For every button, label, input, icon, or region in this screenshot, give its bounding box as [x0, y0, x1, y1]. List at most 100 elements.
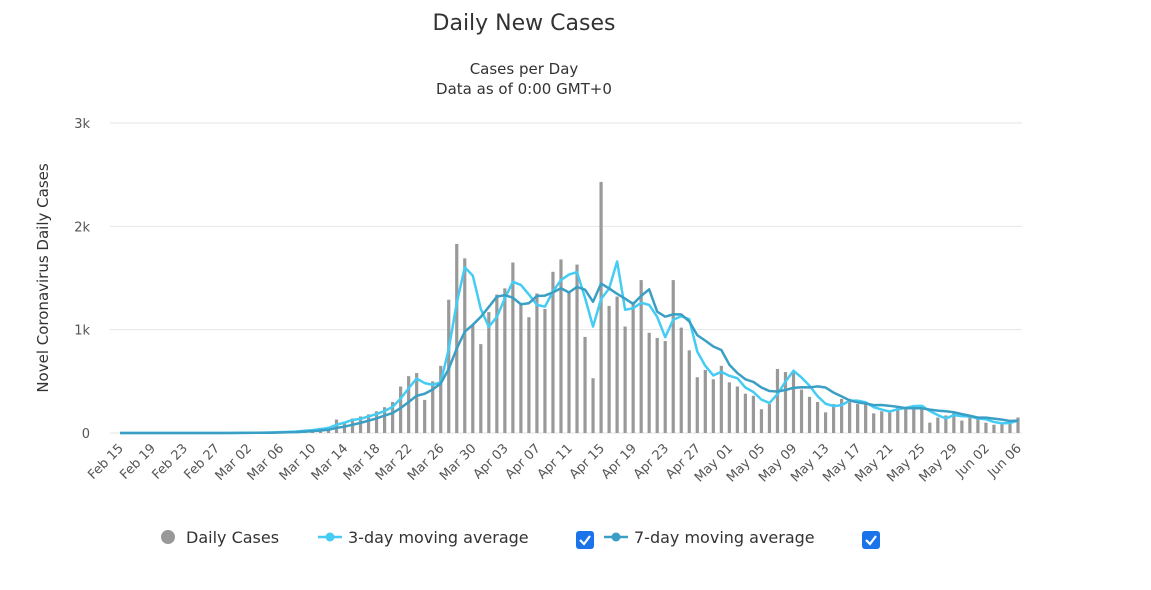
bar: [527, 317, 531, 433]
bar: [928, 422, 932, 433]
legend-item[interactable]: 7-day moving average: [604, 528, 815, 547]
bar: [655, 337, 659, 433]
legend-label: Daily Cases: [186, 528, 279, 547]
bar: [463, 258, 467, 433]
chart-subtitle: Data as of 0:00 GMT+0: [436, 80, 612, 98]
x-tick-label: Jun 02: [952, 441, 992, 481]
bar: [759, 409, 764, 433]
chart-subtitle: Cases per Day: [470, 60, 579, 78]
bar: [944, 415, 948, 433]
bar: [719, 365, 723, 433]
bar: [551, 271, 555, 433]
bar: [799, 389, 804, 433]
bar: [391, 402, 395, 433]
bar: [936, 417, 940, 433]
bar: [663, 341, 667, 433]
bar: [407, 376, 411, 433]
bar: [711, 379, 715, 433]
bar: [848, 398, 852, 433]
bar: [952, 412, 956, 433]
bar: [519, 303, 523, 433]
checkbox-box: [576, 531, 594, 549]
bar: [872, 413, 876, 433]
bar: [382, 407, 387, 433]
bar: [511, 262, 515, 433]
legend-label: 3-day moving average: [348, 528, 529, 547]
bar: [559, 259, 563, 433]
y-tick-label: 2k: [74, 220, 90, 235]
bar: [623, 326, 627, 433]
bar: [615, 296, 619, 433]
bar: [767, 404, 772, 433]
bar: [984, 422, 988, 433]
bar: [679, 327, 683, 433]
bar: [431, 381, 435, 433]
bar: [399, 386, 403, 433]
bar: [374, 411, 379, 433]
bar: [751, 395, 756, 433]
bar: [807, 396, 812, 433]
bar: [920, 405, 924, 433]
checkbox-check: [579, 535, 591, 546]
bar: [743, 393, 747, 433]
bar: [334, 419, 339, 433]
bar: [791, 371, 796, 433]
bar: [703, 369, 707, 433]
checkbox[interactable]: [862, 531, 880, 549]
bar: [968, 416, 972, 433]
bar: [1008, 421, 1012, 433]
bar: [687, 350, 691, 433]
bar: [358, 416, 363, 433]
legend-item[interactable]: Daily Cases: [161, 528, 279, 547]
bar: [567, 292, 571, 433]
legend-label: 7-day moving average: [634, 528, 815, 547]
x-tick-label: Jun 06: [985, 441, 1025, 481]
bar: [455, 243, 459, 433]
bar: [535, 293, 539, 433]
bar: [575, 264, 579, 433]
checkbox-box: [862, 531, 880, 549]
bar: [607, 305, 611, 433]
bar: [880, 411, 884, 433]
bar: [503, 288, 507, 433]
bar: [823, 412, 828, 433]
bar: [864, 404, 868, 433]
bar: [543, 309, 547, 433]
legend-item[interactable]: 3-day moving average: [318, 528, 529, 547]
y-tick-label: 0: [82, 427, 90, 442]
bar: [479, 344, 483, 433]
bar: [992, 424, 996, 433]
bar: [831, 404, 836, 433]
bar: [695, 377, 699, 433]
bar: [912, 405, 916, 433]
legend-marker: [161, 530, 175, 544]
bar: [631, 301, 635, 433]
x-tick-label: Apr 11: [535, 441, 576, 482]
bar: [840, 398, 844, 433]
legend-marker: [325, 532, 335, 542]
bar: [960, 420, 964, 433]
bar: [735, 386, 739, 433]
chart-title: Daily New Cases: [433, 11, 616, 36]
bar: [775, 368, 780, 433]
bar: [439, 365, 443, 433]
bar: [1016, 417, 1020, 433]
bar: [976, 418, 980, 433]
bar: [583, 336, 587, 433]
bar: [904, 407, 908, 433]
bar: [495, 294, 499, 433]
bar: [471, 324, 475, 433]
bar: [415, 373, 419, 433]
y-axis-title: Novel Coronavirus Daily Cases: [34, 163, 52, 393]
bar: [487, 312, 491, 433]
x-tick-label: Apr 23: [631, 441, 672, 482]
bar: [856, 404, 860, 433]
bar: [366, 414, 371, 433]
x-tick-label: Apr 03: [471, 441, 512, 482]
legend-marker: [611, 532, 621, 542]
y-tick-label: 3k: [74, 117, 90, 132]
bar: [423, 399, 427, 433]
checkbox[interactable]: [576, 531, 594, 549]
x-tick-label: Apr 07: [503, 441, 544, 482]
